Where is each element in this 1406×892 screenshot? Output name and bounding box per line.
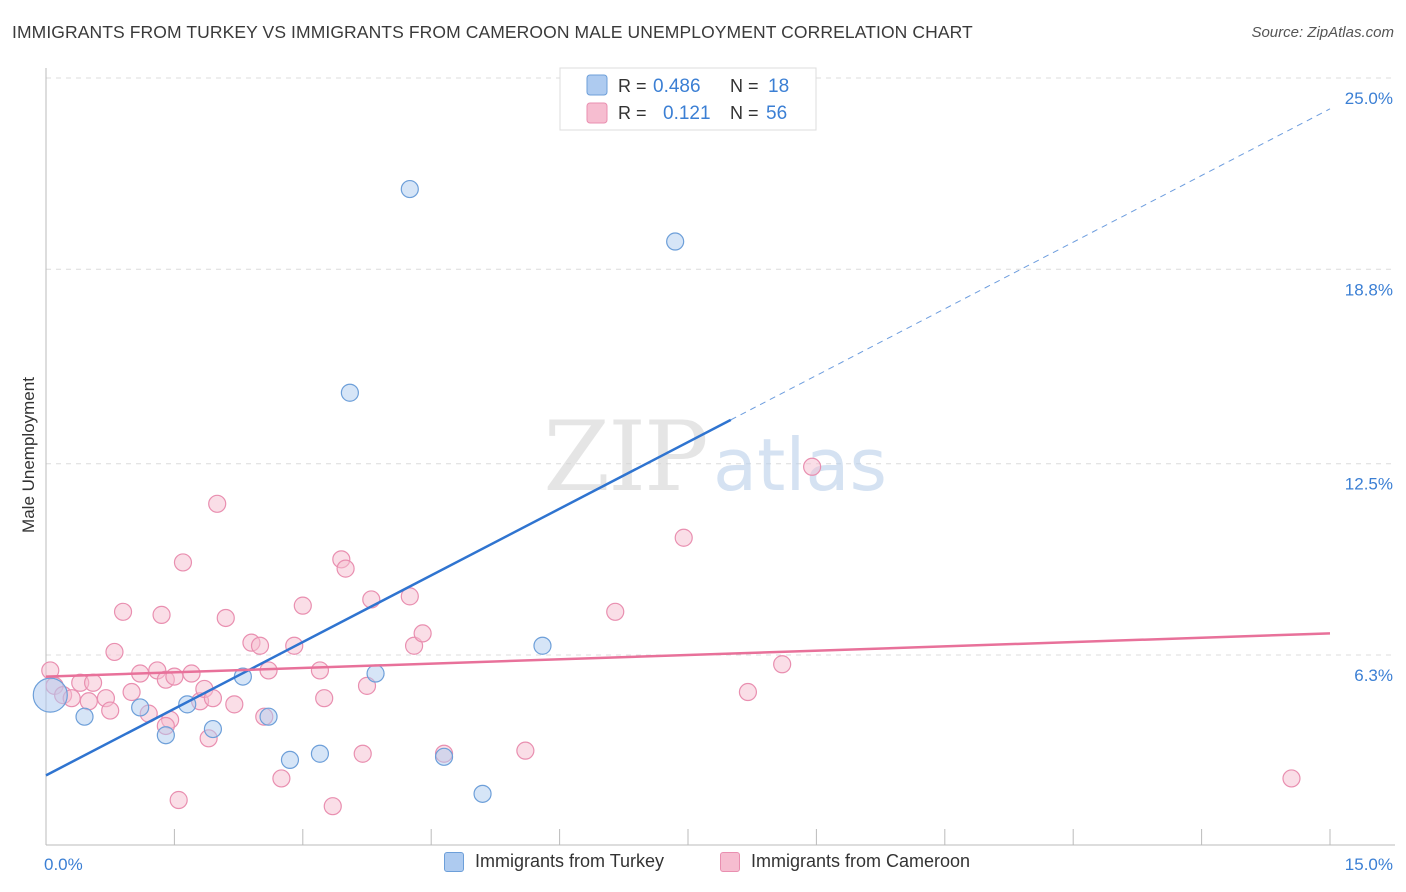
trend-lines — [45, 108, 1331, 777]
y-tick-label: 25.0% — [1345, 89, 1393, 108]
source-label: Source: ZipAtlas.com — [1251, 24, 1394, 41]
series-legend: Immigrants from Turkey Immigrants from C… — [0, 851, 1406, 877]
turkey-points — [32, 179, 685, 803]
watermark-atlas: atlas — [713, 423, 887, 507]
cameroon-point — [353, 744, 372, 763]
cameroon-point — [293, 596, 312, 615]
cameroon-point — [83, 673, 103, 692]
cameroon-trend-line — [45, 632, 1331, 678]
axes — [45, 68, 1395, 846]
y-tick-label: 12.5% — [1345, 475, 1393, 494]
cameroon-points — [41, 457, 1301, 816]
cameroon-point — [323, 797, 342, 816]
cameroon-point — [1282, 769, 1301, 788]
cameroon-point — [310, 661, 330, 680]
cameroon-point — [113, 602, 133, 621]
legend-r-label-cameroon: R = — [618, 103, 647, 123]
y-tick-label: 6.3% — [1354, 666, 1393, 685]
cameroon-point — [208, 494, 227, 513]
y-tick-label: 18.8% — [1345, 280, 1393, 299]
cameroon-point — [803, 457, 822, 476]
turkey-point — [131, 698, 150, 717]
cameroon-point — [105, 642, 124, 662]
legend-swatch-turkey — [586, 74, 608, 96]
correlation-legend: R = 0.486 N = 18 R = 0.121 N = 56 — [559, 67, 817, 131]
series-legend-label-cameroon: Immigrants from Cameroon — [751, 851, 971, 871]
series-legend-swatch-cameroon — [720, 851, 740, 872]
turkey-point — [156, 726, 175, 745]
cameroon-point — [101, 701, 120, 720]
gridlines — [46, 77, 1395, 656]
turkey-point — [32, 677, 68, 713]
watermark: ZIP atlas — [543, 401, 887, 513]
turkey-point — [280, 750, 300, 770]
series-legend-cameroon: Immigrants from Cameroon — [720, 851, 970, 872]
turkey-point — [400, 179, 419, 199]
x-tick-label: 0.0% — [44, 855, 83, 874]
cameroon-point — [165, 667, 184, 686]
y-axis-tick-labels: 6.3% 12.5% 18.8% 25.0% — [1345, 89, 1393, 685]
turkey-point — [434, 747, 454, 766]
turkey-point — [473, 784, 492, 803]
cameroon-point — [738, 682, 758, 702]
x-axis-tick-labels: 0.0% 15.0% — [44, 855, 1393, 874]
turkey-trend-line — [45, 418, 732, 777]
x-tick-label: 15.0% — [1345, 855, 1393, 874]
legend-n-value-cameroon: 56 — [766, 103, 787, 124]
cameroon-point — [250, 636, 270, 655]
turkey-point — [259, 707, 278, 726]
cameroon-point — [152, 605, 171, 624]
cameroon-point — [606, 602, 625, 621]
turkey-point — [203, 719, 223, 739]
y-axis-title: Male Unemployment — [19, 377, 38, 533]
cameroon-point — [674, 528, 693, 547]
series-legend-turkey: Immigrants from Turkey — [444, 851, 664, 872]
legend-n-label-turkey: N = — [730, 76, 759, 96]
series-legend-label-turkey: Immigrants from Turkey — [475, 851, 665, 871]
turkey-point — [533, 636, 552, 655]
legend-r-value-cameroon: 0.121 — [663, 103, 711, 124]
cameroon-point — [79, 692, 98, 711]
cameroon-point — [225, 695, 244, 714]
cameroon-point — [404, 636, 424, 655]
cameroon-point — [122, 682, 141, 702]
cameroon-point — [182, 664, 201, 683]
turkey-point — [666, 232, 685, 251]
turkey-point — [340, 383, 359, 402]
cameroon-point — [336, 559, 355, 578]
cameroon-point — [315, 689, 334, 708]
legend-swatch-cameroon — [586, 102, 608, 124]
cameroon-point — [773, 655, 792, 674]
cameroon-point — [516, 741, 535, 760]
legend-r-label-turkey: R = — [618, 76, 647, 96]
series-legend-swatch-turkey — [444, 851, 464, 872]
cameroon-point — [216, 608, 235, 628]
cameroon-point — [272, 769, 291, 788]
turkey-point — [75, 707, 94, 726]
legend-n-label-cameroon: N = — [730, 103, 759, 123]
cameroon-point — [169, 790, 188, 810]
turkey-point — [310, 744, 330, 763]
chart-title: IMMIGRANTS FROM TURKEY VS IMMIGRANTS FRO… — [12, 22, 973, 42]
cameroon-point — [357, 676, 377, 695]
watermark-zip: ZIP — [543, 401, 706, 513]
cameroon-point — [173, 553, 193, 572]
legend-n-value-turkey: 18 — [768, 76, 789, 97]
turkey-point — [366, 664, 385, 683]
legend-r-value-turkey: 0.486 — [653, 76, 701, 97]
cameroon-point — [413, 624, 432, 643]
turkey-trend-line-extension — [730, 108, 1331, 421]
